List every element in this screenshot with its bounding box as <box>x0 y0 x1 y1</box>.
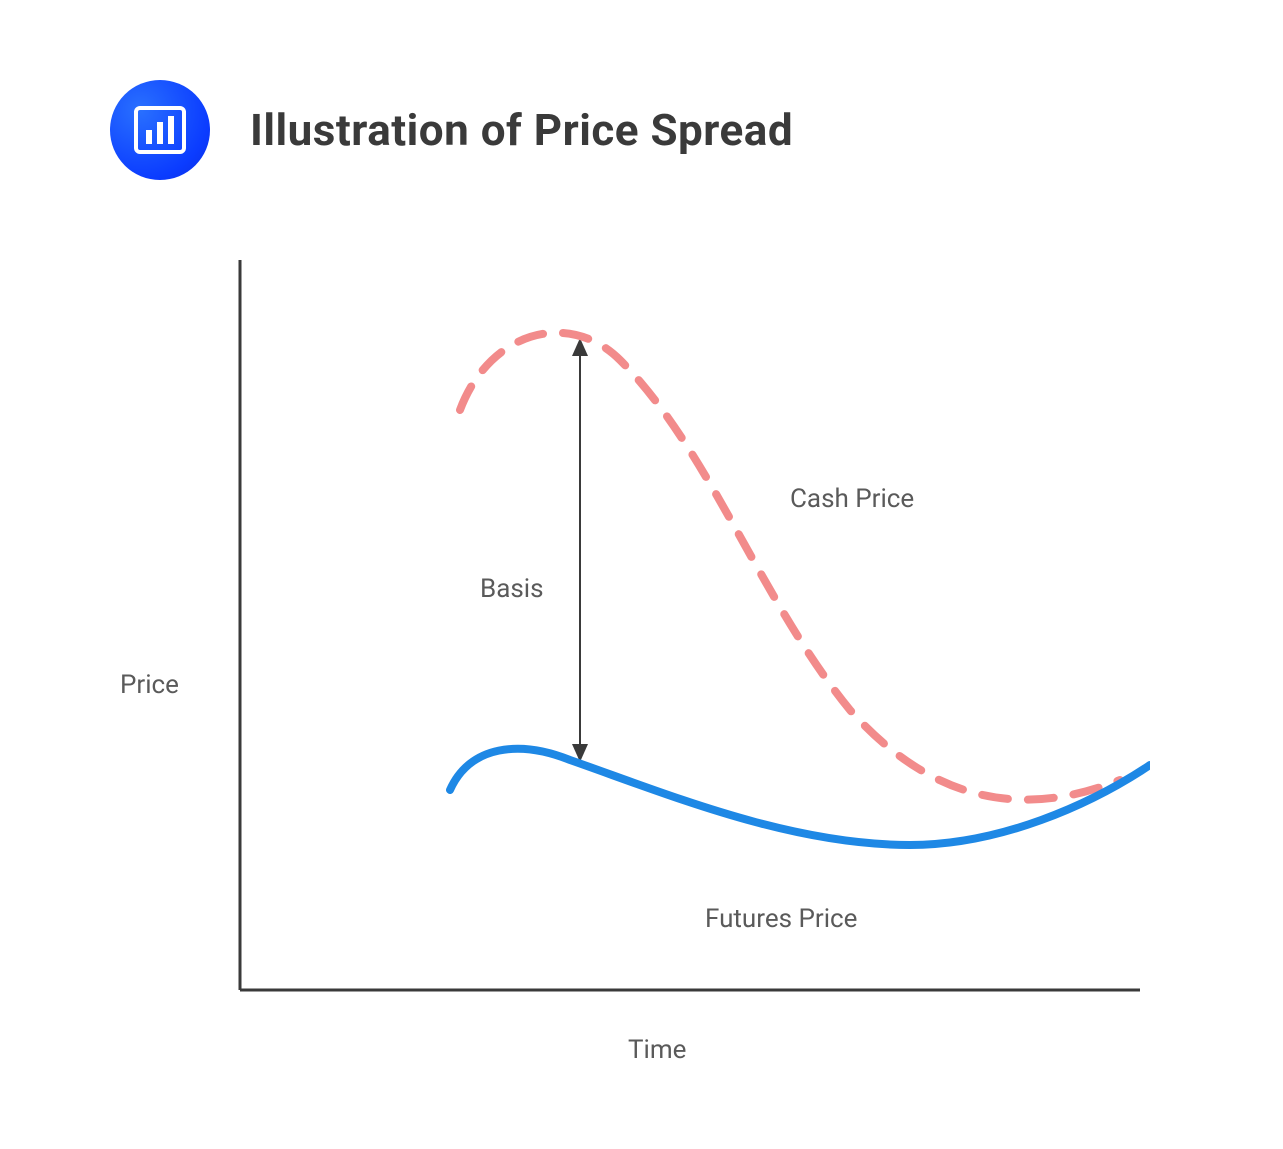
x-axis-label: Time <box>628 1035 686 1065</box>
price-spread-chart: Price Time Cash Price Futures Price Basi… <box>150 250 1150 1050</box>
basis-arrow <box>572 338 588 762</box>
y-axis-label: Price <box>120 670 179 700</box>
cash-price-line <box>460 333 1120 800</box>
futures-price-label: Futures Price <box>705 904 857 934</box>
header: Illustration of Price Spread <box>0 0 1283 180</box>
page-title: Illustration of Price Spread <box>250 104 793 156</box>
cash-price-label: Cash Price <box>790 484 914 514</box>
bar-chart-icon <box>110 80 210 180</box>
basis-label: Basis <box>480 574 544 604</box>
